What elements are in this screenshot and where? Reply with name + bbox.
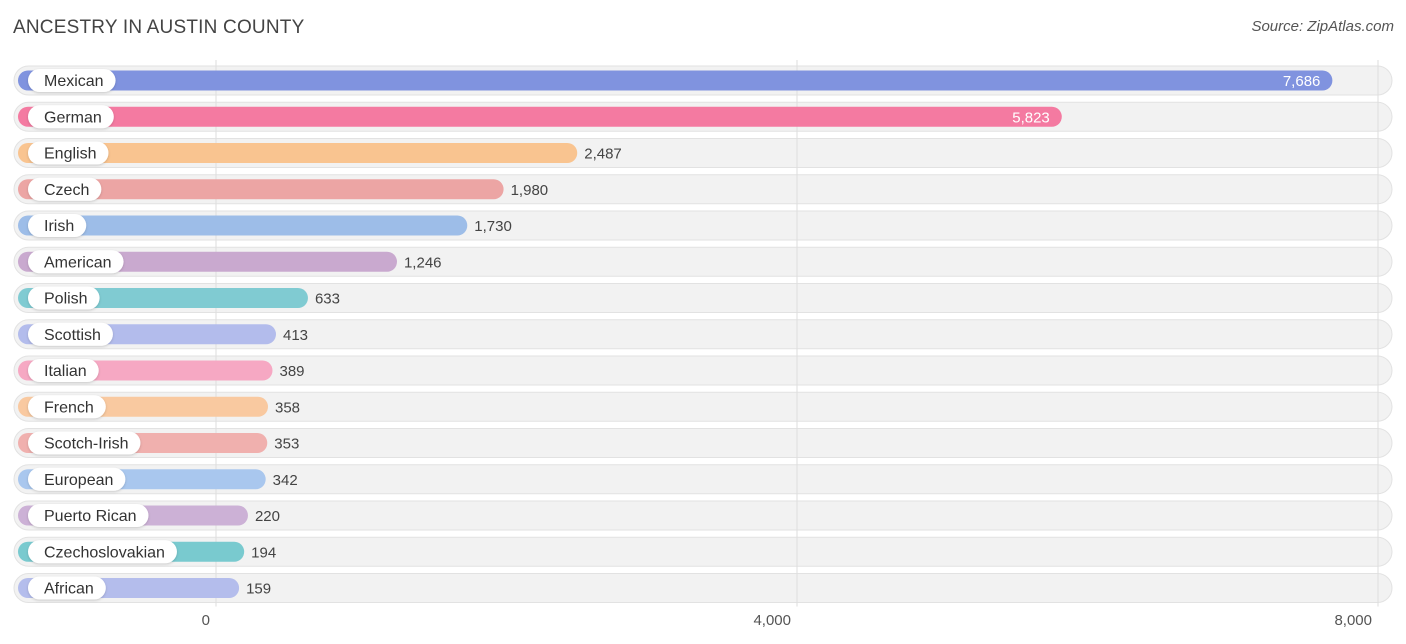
category-pill: [28, 576, 106, 600]
value-label: 2,487: [584, 146, 622, 163]
category-pill: [28, 431, 141, 455]
value-label: 353: [274, 436, 299, 453]
x-tick-label: 0: [202, 612, 210, 629]
value-label: 342: [273, 472, 298, 489]
bar-track: [13, 500, 1393, 531]
category-label: German: [44, 109, 102, 126]
bar-track: [13, 536, 1393, 567]
bar-irish[interactable]: [18, 215, 468, 236]
bar-track: [13, 573, 1393, 603]
category-label: Puerto Rican: [44, 508, 137, 525]
value-label: 1,246: [404, 254, 442, 271]
value-label: 1,730: [474, 218, 512, 235]
category-label: Czech: [44, 182, 89, 199]
category-pill: [28, 322, 113, 346]
category-label: Mexican: [44, 73, 104, 90]
value-label: 5,823: [1012, 109, 1050, 126]
category-label: Scotch-Irish: [44, 436, 128, 453]
category-pill: [28, 540, 177, 564]
category-label: Irish: [44, 218, 74, 235]
category-label: Italian: [44, 363, 87, 380]
category-pill: [28, 214, 87, 237]
bar-english[interactable]: [18, 143, 578, 163]
bar-mexican[interactable]: [18, 70, 1333, 91]
category-pill: [28, 504, 149, 527]
category-label: English: [44, 146, 96, 163]
category-pill: [28, 141, 109, 165]
value-label: 358: [275, 399, 300, 416]
category-label: Polish: [44, 291, 88, 308]
bar-track: [13, 464, 1393, 495]
value-label: 159: [246, 581, 271, 598]
x-tick-label: 4,000: [753, 612, 791, 629]
chart-title: ANCESTRY IN AUSTIN COUNTY: [13, 17, 305, 38]
category-pill: [28, 250, 124, 274]
category-pill: [28, 395, 106, 419]
category-pill: [28, 359, 99, 382]
value-label: 633: [315, 291, 340, 308]
category-label: Scottish: [44, 327, 101, 344]
value-label: 1,980: [511, 182, 549, 199]
bar-track: [13, 391, 1393, 422]
value-label: 7,686: [1283, 73, 1321, 90]
bar-track: [13, 428, 1393, 458]
category-label: French: [44, 399, 94, 416]
category-pill: [28, 286, 100, 310]
x-tick-label: 8,000: [1334, 612, 1372, 629]
value-label: 220: [255, 508, 280, 525]
value-label: 194: [251, 544, 276, 561]
bar-track: [13, 283, 1393, 313]
bar-track: [13, 355, 1393, 386]
category-label: African: [44, 581, 94, 598]
category-label: American: [44, 254, 112, 271]
value-label: 389: [280, 363, 305, 380]
category-pill: [28, 177, 102, 201]
value-label: 413: [283, 327, 308, 344]
category-label: European: [44, 472, 113, 489]
category-pill: [28, 105, 114, 129]
category-label: Czechoslovakian: [44, 544, 165, 561]
category-pill: [28, 69, 116, 92]
category-pill: [28, 467, 126, 491]
bar-czech[interactable]: [18, 179, 504, 200]
bar-german[interactable]: [18, 106, 1062, 127]
source-label: Source: ZipAtlas.com: [1251, 18, 1394, 35]
bar-track: [13, 319, 1393, 350]
